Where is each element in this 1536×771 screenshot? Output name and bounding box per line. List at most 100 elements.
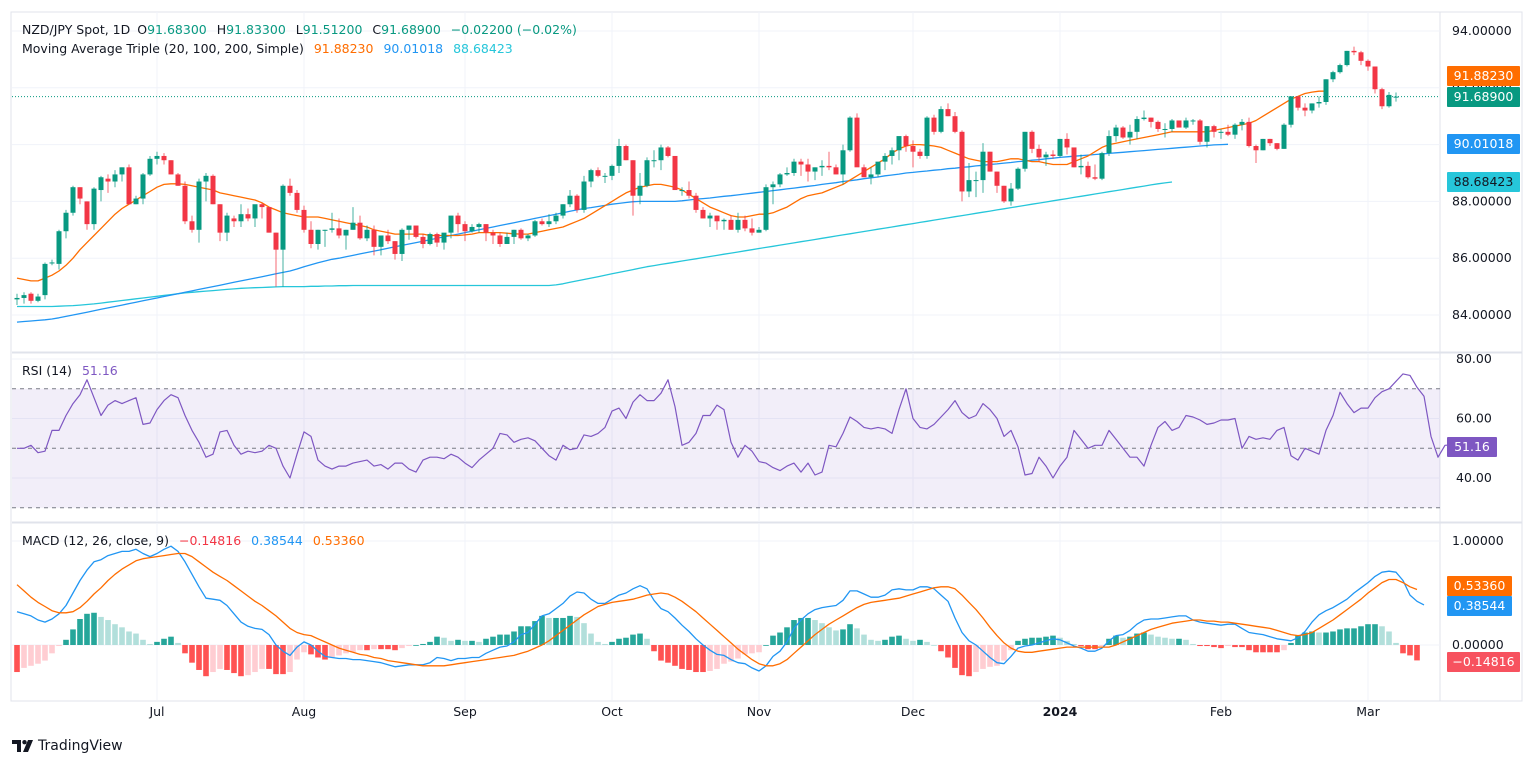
macd-title[interactable]: MACD (12, 26, close, 9)	[22, 533, 169, 548]
candle	[567, 190, 573, 208]
candle	[357, 215, 363, 240]
candle	[70, 185, 76, 216]
candle-body	[1064, 138, 1070, 148]
rsi-title[interactable]: RSI (14)	[22, 363, 72, 378]
macd-histogram-bar	[1218, 645, 1224, 649]
candle-body	[1127, 131, 1133, 138]
candle	[196, 178, 202, 243]
candle	[1295, 96, 1301, 111]
time-axis-label: Nov	[747, 704, 772, 719]
candle	[238, 204, 244, 227]
macd-histogram-bar	[658, 645, 664, 661]
candle	[994, 171, 1000, 193]
candle-body	[14, 297, 20, 300]
candle	[917, 148, 923, 159]
candle	[161, 153, 167, 165]
macd-histogram-bar	[1260, 645, 1266, 653]
macd-histogram-bar	[210, 645, 216, 673]
macd-histogram-bar	[637, 633, 643, 645]
candle	[1351, 46, 1357, 56]
macd-histogram-bar	[812, 620, 818, 645]
candle-body	[231, 218, 237, 222]
macd-histogram-bar	[469, 640, 475, 645]
candle	[924, 116, 930, 159]
candle-body	[511, 229, 517, 237]
macd-histogram-bar	[609, 641, 615, 645]
candle	[1022, 131, 1028, 172]
price-tick-label: 86.00000	[1452, 250, 1512, 265]
macd-histogram-bar	[217, 645, 223, 669]
candle	[378, 235, 384, 256]
candle	[511, 229, 517, 244]
ma-title[interactable]: Moving Average Triple (20, 100, 200, Sim…	[22, 41, 304, 56]
macd-histogram-bar	[861, 634, 867, 645]
candle	[287, 178, 293, 196]
candle-body	[1288, 96, 1294, 125]
macd-histogram-bar	[1407, 645, 1413, 656]
candle-body	[469, 226, 475, 232]
candle-body	[546, 221, 552, 225]
macd-histogram-bar	[1036, 637, 1042, 645]
candle	[574, 194, 580, 213]
macd-histogram-bar	[518, 626, 524, 645]
candle	[1162, 123, 1168, 138]
macd-histogram-bar	[1162, 637, 1168, 645]
candle-body	[287, 185, 293, 193]
candle	[777, 173, 783, 188]
candle	[217, 204, 223, 242]
symbol-title[interactable]: NZD/JPY Spot, 1D	[22, 22, 131, 37]
candle	[1358, 50, 1364, 66]
macd-histogram-bar	[595, 641, 601, 645]
candle-body	[161, 155, 167, 161]
macd-histogram-bar	[497, 634, 503, 645]
macd-signal-value: 0.53360	[312, 533, 365, 548]
candle	[483, 224, 489, 242]
macd-histogram-bar	[28, 645, 34, 666]
candle	[1288, 96, 1294, 128]
candle	[434, 232, 440, 247]
candle	[84, 201, 90, 230]
candle-body	[1155, 121, 1161, 129]
candle	[189, 215, 195, 233]
candle	[1155, 120, 1161, 132]
candle	[1043, 151, 1049, 166]
candle	[952, 111, 958, 134]
candle-body	[1323, 79, 1329, 102]
candle	[315, 229, 321, 250]
macd-histogram-bar	[21, 645, 27, 668]
macd-hist-value: −0.14816	[178, 533, 242, 548]
candle	[1127, 124, 1133, 145]
candle-body	[168, 160, 174, 175]
candle	[154, 151, 160, 165]
candle	[182, 181, 188, 225]
macd-histogram-bar	[112, 624, 118, 645]
candle	[1316, 96, 1322, 108]
macd-histogram-bar	[1288, 642, 1294, 645]
candle	[1267, 138, 1273, 147]
candle-body	[609, 165, 615, 176]
candle	[630, 160, 636, 216]
change-value: −0.02200 (−0.02%)	[450, 22, 577, 37]
candle-body	[1141, 117, 1147, 120]
candle	[1225, 124, 1231, 137]
macd-histogram-bar	[245, 645, 251, 676]
tradingview-branding[interactable]: TradingView	[12, 738, 123, 754]
candle-body	[924, 117, 930, 156]
candle-body	[105, 178, 111, 182]
macd-histogram-bar	[616, 638, 622, 645]
candle-body	[343, 229, 349, 236]
macd-histogram-bar	[231, 645, 237, 674]
candle	[1253, 144, 1259, 164]
open-value: 91.68300	[147, 22, 207, 37]
candle-body	[1246, 121, 1252, 147]
candle	[1218, 128, 1224, 139]
candle	[1211, 124, 1217, 138]
candle-body	[1372, 66, 1378, 90]
candle-body	[413, 225, 419, 237]
macd-tick-label: 1.00000	[1452, 533, 1504, 548]
macd-histogram-bar	[448, 640, 454, 645]
candle	[252, 204, 258, 227]
macd-histogram-bar	[91, 612, 97, 645]
candle-body	[1379, 89, 1385, 107]
